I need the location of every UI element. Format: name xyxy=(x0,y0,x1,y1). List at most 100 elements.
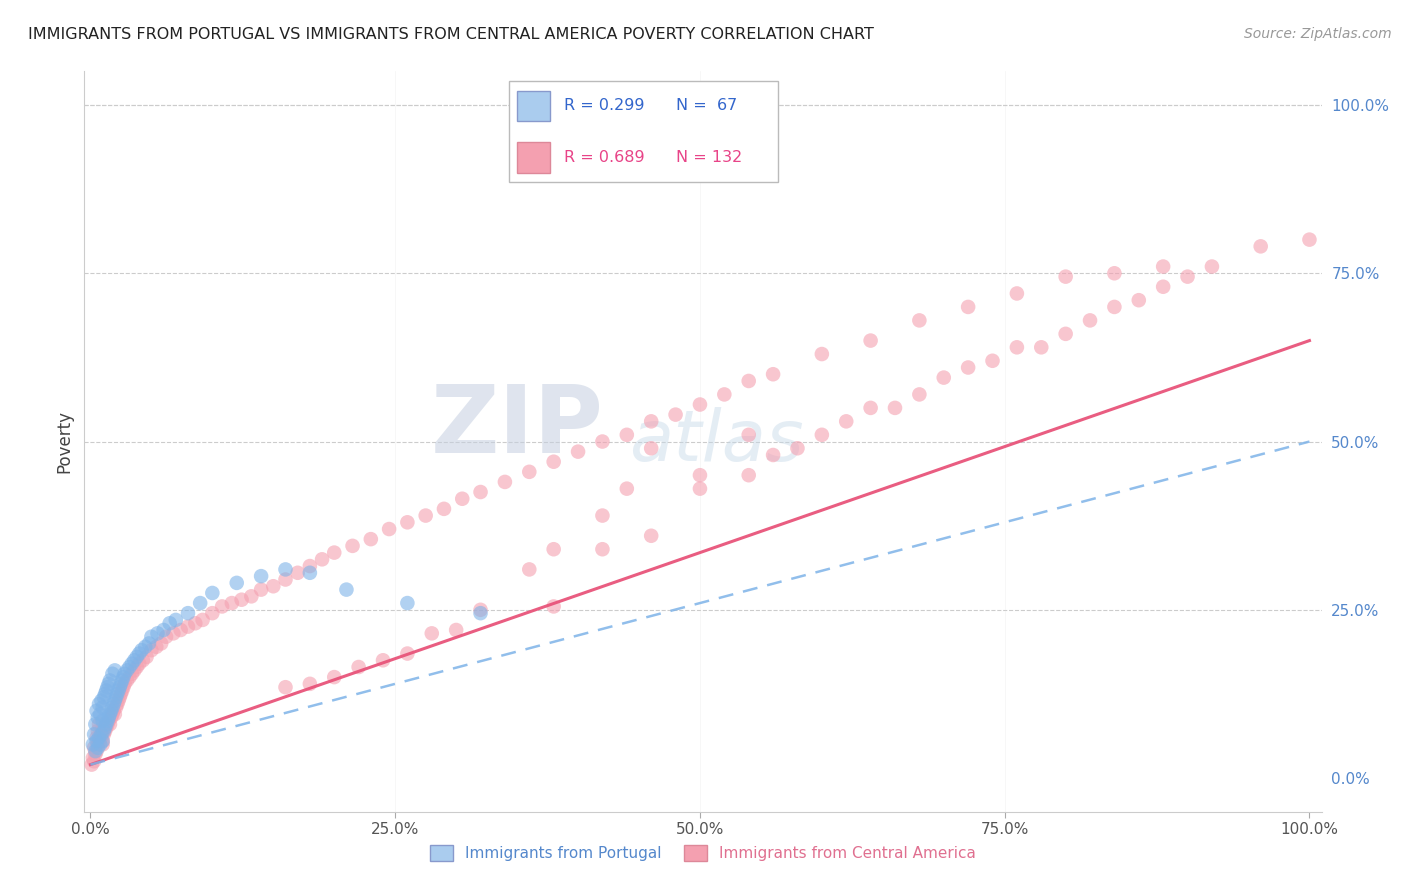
Point xyxy=(1250,239,1272,253)
Point xyxy=(125,649,148,664)
Point xyxy=(1005,340,1028,354)
Point xyxy=(118,660,141,674)
Point xyxy=(396,596,419,610)
Point xyxy=(274,562,297,576)
Point xyxy=(1128,293,1150,308)
Point xyxy=(87,740,110,755)
Point xyxy=(104,707,127,722)
Point xyxy=(90,727,112,741)
Point xyxy=(811,347,834,361)
Point xyxy=(298,566,321,580)
Point xyxy=(221,596,243,610)
Point xyxy=(93,727,115,741)
Point xyxy=(141,630,163,644)
Point xyxy=(1152,260,1174,274)
Point xyxy=(91,714,114,728)
Point xyxy=(159,616,181,631)
Point xyxy=(957,360,980,375)
Point xyxy=(146,626,169,640)
Point xyxy=(165,613,187,627)
Point xyxy=(287,566,309,580)
Point xyxy=(932,370,955,384)
Point xyxy=(101,700,124,714)
Point xyxy=(111,683,134,698)
Point xyxy=(114,666,136,681)
Text: IMMIGRANTS FROM PORTUGAL VS IMMIGRANTS FROM CENTRAL AMERICA POVERTY CORRELATION : IMMIGRANTS FROM PORTUGAL VS IMMIGRANTS F… xyxy=(28,27,875,42)
Point xyxy=(323,546,346,560)
Point xyxy=(100,704,122,718)
Point xyxy=(87,697,110,711)
Point xyxy=(1201,260,1223,274)
Point xyxy=(433,501,456,516)
Text: Source: ZipAtlas.com: Source: ZipAtlas.com xyxy=(1244,27,1392,41)
Point xyxy=(91,738,114,752)
Point xyxy=(101,666,124,681)
Point xyxy=(114,677,136,691)
Point xyxy=(274,680,297,694)
Point xyxy=(105,697,128,711)
Point xyxy=(225,575,247,590)
Point xyxy=(543,599,565,614)
Point xyxy=(96,717,118,731)
Point xyxy=(884,401,907,415)
Point xyxy=(957,300,980,314)
Point xyxy=(1152,279,1174,293)
Point xyxy=(87,731,110,745)
Point xyxy=(908,387,931,401)
Point xyxy=(169,623,191,637)
Point xyxy=(134,640,156,654)
Point xyxy=(1054,326,1077,341)
Point xyxy=(90,694,112,708)
Point xyxy=(762,368,785,382)
Point xyxy=(121,657,143,671)
Point xyxy=(470,606,492,620)
Point xyxy=(108,690,131,705)
Point xyxy=(110,677,132,691)
Point xyxy=(567,444,589,458)
Point xyxy=(96,714,118,728)
Point xyxy=(835,414,858,428)
Point xyxy=(415,508,437,523)
Point xyxy=(152,623,174,637)
Point xyxy=(640,529,662,543)
Point xyxy=(94,687,117,701)
Point xyxy=(1078,313,1101,327)
Point xyxy=(128,647,150,661)
Point xyxy=(104,664,127,678)
Point xyxy=(162,626,184,640)
Point xyxy=(371,653,394,667)
Point xyxy=(591,542,613,557)
Point xyxy=(96,683,118,698)
Point xyxy=(262,579,284,593)
Point xyxy=(689,482,711,496)
Point xyxy=(738,427,761,442)
Point xyxy=(131,643,153,657)
Point xyxy=(121,666,143,681)
Point xyxy=(360,532,382,546)
Point xyxy=(981,353,1004,368)
Point xyxy=(616,482,638,496)
Point xyxy=(689,468,711,483)
FancyBboxPatch shape xyxy=(509,81,778,182)
Point xyxy=(84,717,107,731)
Point xyxy=(859,401,882,415)
Point xyxy=(108,680,131,694)
Point xyxy=(87,738,110,752)
Point xyxy=(94,723,117,738)
Point xyxy=(451,491,474,506)
Point xyxy=(1031,340,1053,354)
Point xyxy=(87,717,110,731)
Point xyxy=(97,677,120,691)
Point xyxy=(342,539,364,553)
Point xyxy=(786,442,808,456)
Point xyxy=(96,717,118,731)
Point xyxy=(689,398,711,412)
Point xyxy=(80,757,103,772)
Point xyxy=(105,687,128,701)
Point xyxy=(91,700,114,714)
Point xyxy=(250,569,273,583)
Point xyxy=(640,442,662,456)
Point xyxy=(132,653,155,667)
Point xyxy=(124,653,146,667)
Point xyxy=(107,694,129,708)
